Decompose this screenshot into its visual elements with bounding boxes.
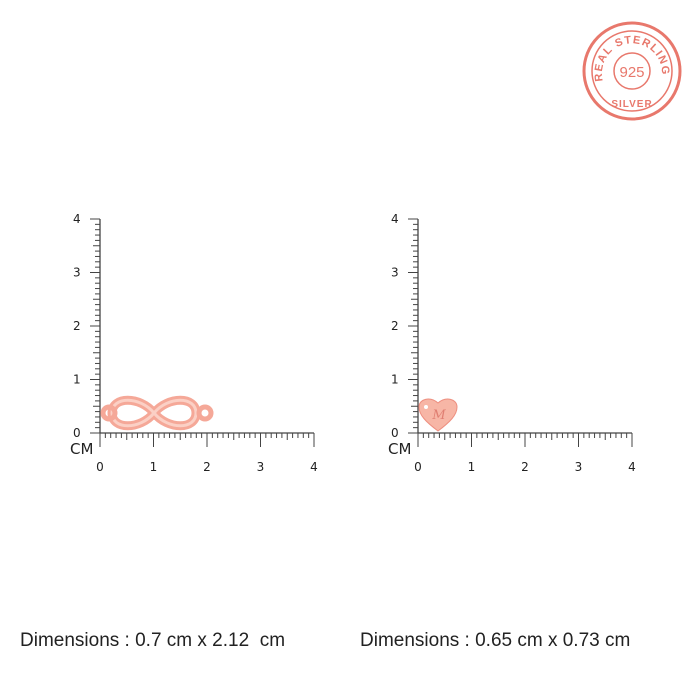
x-tick-label: 4 (628, 460, 636, 474)
y-tick-label: 0 (73, 426, 81, 440)
seal-bottom-text: SILVER (611, 99, 652, 110)
x-tick-label: 1 (468, 460, 476, 474)
dimensions-infinity: Dimensions : 0.7 cm x 2.12 cm (20, 630, 286, 651)
heart-engraving: M (431, 408, 446, 423)
seal-center-text: 925 (619, 64, 644, 81)
x-tick-label: 2 (521, 460, 529, 474)
y-tick-label: 2 (73, 319, 81, 333)
infinity-connector-image (100, 395, 214, 431)
unit-label: CM (388, 440, 411, 458)
heart-charm-image: M (418, 398, 458, 432)
x-tick-label: 1 (150, 460, 158, 474)
ruler-heart: 0 1 2 3 4 0 1 2 3 4 CM (388, 212, 636, 474)
y-tick-label: 1 (73, 373, 81, 387)
y-tick-label: 1 (391, 373, 399, 387)
x-tick-label: 3 (257, 460, 265, 474)
x-tick-label: 4 (310, 460, 318, 474)
y-tick-label: 4 (391, 212, 399, 226)
sterling-silver-seal: REAL STERLING 925 SILVER (582, 21, 682, 121)
y-tick-label: 2 (391, 319, 399, 333)
x-tick-label: 0 (414, 460, 422, 474)
unit-label: CM (70, 440, 93, 458)
x-tick-label: 0 (96, 460, 104, 474)
y-tick-label: 3 (391, 266, 399, 280)
x-tick-label: 3 (575, 460, 583, 474)
y-tick-label: 3 (73, 266, 81, 280)
x-tick-label: 2 (203, 460, 211, 474)
y-tick-label: 4 (73, 212, 81, 226)
dimensions-heart: Dimensions : 0.65 cm x 0.73 cm (360, 630, 631, 651)
ruler-infinity: 0 1 2 3 4 0 1 2 3 4 CM (70, 212, 318, 474)
y-tick-label: 0 (391, 426, 399, 440)
